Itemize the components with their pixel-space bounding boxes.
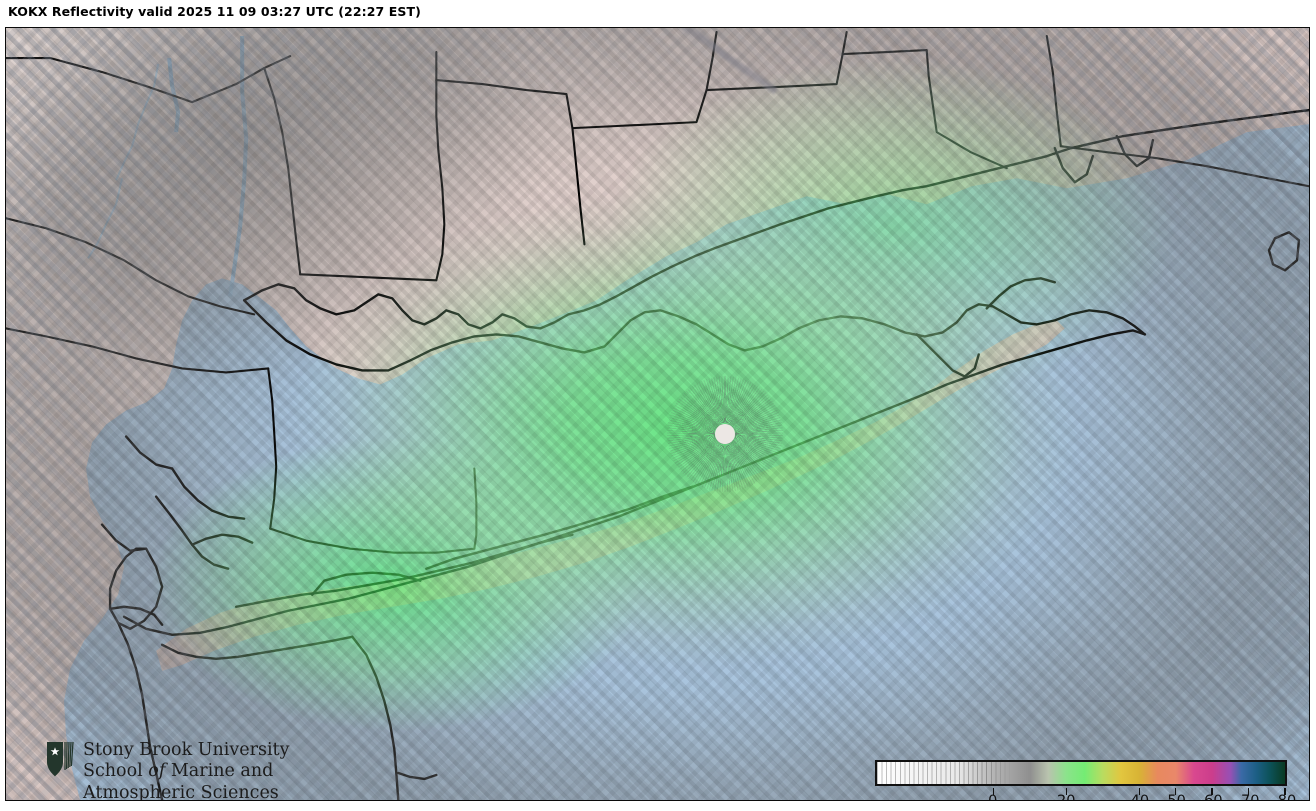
radar-gate-texture	[6, 28, 1309, 800]
colorbar-tick-label: 70	[1241, 793, 1259, 800]
logo-line-3: Atmospheric Sciences	[83, 782, 279, 800]
colorbar-stripes	[877, 762, 1285, 784]
logo-line-2-a: School	[83, 761, 149, 782]
map-canvas: Stony Brook University School of Marine …	[6, 28, 1309, 800]
colorbar-tick-label: 40	[1131, 793, 1149, 800]
institution-logo: Stony Brook University School of Marine …	[46, 740, 289, 800]
radar-far-range-noise	[6, 28, 1309, 800]
logo-line-2-c: Marine and	[165, 761, 274, 782]
colorbar-tick-label: 60	[1204, 793, 1222, 800]
colorbar-tick	[1138, 788, 1141, 795]
colorbar-tick	[1247, 788, 1250, 795]
radar-reflectivity-layer	[6, 28, 1309, 800]
logo-line-2-of: of	[148, 761, 166, 782]
shield-icon	[47, 741, 74, 777]
logo-text: Stony Brook University School of Marine …	[83, 740, 289, 800]
colorbar-swatch	[875, 760, 1287, 795]
colorbar-tick-label: 0	[988, 793, 997, 800]
page-title: KOKX Reflectivity valid 2025 11 09 03:27…	[8, 4, 421, 19]
colorbar-ticks	[877, 788, 1286, 795]
colorbar-tick	[1065, 788, 1068, 795]
colorbar-tick-label: 80	[1278, 793, 1296, 800]
map-frame: Stony Brook University School of Marine …	[5, 27, 1310, 801]
colorbar-tick-label: 20	[1057, 793, 1075, 800]
radar-center-dot	[715, 424, 735, 444]
colorbar-tick-labels: 0 20 40 50 60 70 80	[875, 793, 1296, 800]
colorbar-tick	[1174, 788, 1177, 795]
colorbar-tick	[992, 788, 995, 795]
logo-line-2: School of Marine and	[83, 761, 289, 782]
colorbar-tick	[1211, 788, 1213, 795]
colorbar: 0 20 40 50 60 70 80	[875, 760, 1296, 800]
colorbar-gradient	[877, 762, 1285, 784]
logo-line-1: Stony Brook University	[83, 740, 290, 760]
colorbar-tick-label: 50	[1167, 793, 1185, 800]
colorbar-tick	[1284, 788, 1286, 795]
